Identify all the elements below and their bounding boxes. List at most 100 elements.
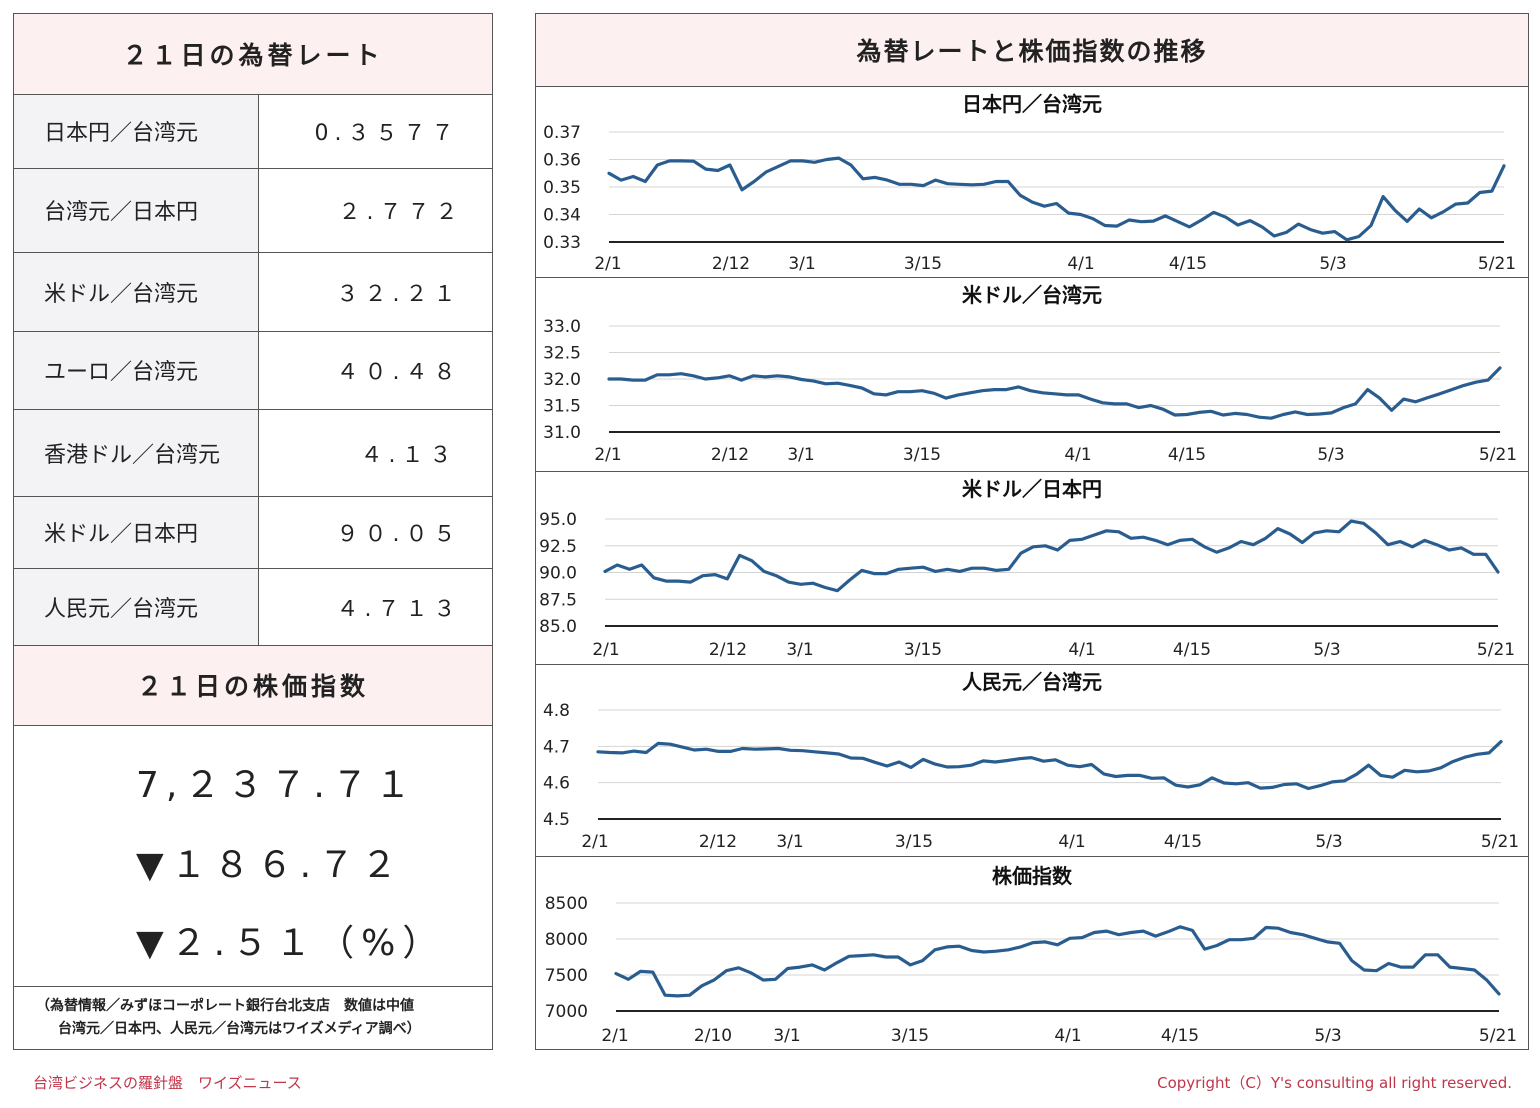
- x-tick-label: 4/15: [1168, 445, 1206, 465]
- y-tick-label: 32.0: [543, 370, 581, 390]
- x-tick-label: 5/3: [1314, 1026, 1341, 1046]
- x-tick-label: 4/1: [1068, 640, 1095, 660]
- x-tick-label: 4/1: [1064, 445, 1091, 465]
- table-row: 日本円／台湾元 0.３５７７: [14, 95, 492, 169]
- y-tick-label: 90.0: [539, 564, 577, 584]
- x-tick-label: 4/15: [1161, 1026, 1199, 1046]
- y-tick-label: 33.0: [543, 317, 581, 337]
- chart-title: 人民元／台湾元: [962, 670, 1102, 694]
- y-tick-label: 7500: [545, 966, 588, 986]
- table-row: 台湾元／日本円 ２.７７２: [14, 168, 492, 253]
- series-line: [603, 519, 1500, 593]
- chart-jpy-twd: 日本円／台湾元 0.37 0.36 0.35 0.34 0.33 2/1 2/12 3/1 3/1…: [536, 87, 1528, 278]
- x-tick-label: 4/15: [1164, 832, 1202, 852]
- x-tick-label: 2/12: [711, 445, 749, 465]
- rate-value: 0.３５７７: [258, 95, 492, 169]
- stock-index-value: 7,２３７.７１: [136, 764, 418, 806]
- x-tick-label: 5/3: [1319, 254, 1346, 274]
- chart-title: 日本円／台湾元: [962, 92, 1102, 116]
- y-tick-label: 95.0: [539, 510, 577, 530]
- y-tick-label: 0.33: [543, 233, 581, 253]
- rates-title: ２１日の為替レート: [14, 14, 492, 95]
- footer-brand: 台湾ビジネスの羅針盤 ワイズニュース: [33, 1074, 302, 1092]
- series-line: [614, 925, 1501, 998]
- x-tick-label: 3/1: [787, 445, 814, 465]
- x-tick-label: 4/1: [1058, 832, 1085, 852]
- stock-values: 7,２３７.７１ ▼１８６.７２ ▼２.５１（%）: [14, 726, 492, 987]
- rate-name: 人民元／台湾元: [14, 568, 259, 646]
- charts-title: 為替レートと株価指数の推移: [536, 14, 1528, 87]
- y-tick-label: 7000: [545, 1002, 588, 1022]
- source-note: （為替情報／みずほコーポレート銀行台北支店 数値は中値 台湾元／日本円、人民元／…: [14, 987, 492, 1041]
- x-tick-label: 5/3: [1313, 640, 1340, 660]
- chart-usd-jpy: 米ドル／日本円 95.0 92.5 90.0 87.5 85.0 2/1 2/12 3/1 3/1…: [536, 472, 1528, 665]
- x-tick-label: 3/15: [895, 832, 933, 852]
- series-line: [607, 156, 1506, 242]
- x-tick-label: 2/1: [581, 832, 608, 852]
- stock-change-pct: ▼２.５１（%）: [136, 922, 446, 964]
- rate-name: 香港ドル／台湾元: [14, 409, 259, 497]
- source-note-line2: 台湾元／日本円、人民元／台湾元はワイズメディア調べ）: [58, 1020, 421, 1037]
- y-tick-label: 8000: [545, 930, 588, 950]
- y-tick-label: 32.5: [543, 344, 581, 364]
- rate-value: ９０.０５: [258, 496, 492, 569]
- y-tick-label: 0.36: [543, 151, 581, 171]
- table-row: 人民元／台湾元 ４.７１３: [14, 568, 492, 646]
- chart-stock-index: 株価指数 8500 8000 7500 7000 2/1 2/10 3/1 3/15 4/1 4/1…: [536, 857, 1528, 1049]
- x-tick-label: 2/1: [592, 640, 619, 660]
- source-note-line1: （為替情報／みずほコーポレート銀行台北支店 数値は中値: [36, 997, 414, 1014]
- y-tick-label: 31.5: [543, 397, 581, 417]
- x-tick-label: 2/1: [601, 1026, 628, 1046]
- chart-usd-twd: 米ドル／台湾元 33.0 32.5 32.0 31.5 31.0 2/1 2/12 3/1 3/1…: [536, 278, 1528, 472]
- chart-cny-twd: 人民元／台湾元 4.8 4.7 4.6 4.5 2/1 2/12 3/1 3/15 4/1 4/15…: [536, 665, 1528, 857]
- series-line: [607, 366, 1502, 420]
- x-tick-label: 5/21: [1478, 254, 1516, 274]
- chart-title: 株価指数: [992, 864, 1073, 888]
- rate-name: 米ドル／台湾元: [14, 252, 259, 332]
- table-row: 米ドル／日本円 ９０.０５: [14, 496, 492, 569]
- y-tick-label: 0.34: [543, 206, 581, 226]
- chart-title: 米ドル／台湾元: [962, 283, 1102, 307]
- y-tick-label: 87.5: [539, 590, 577, 610]
- x-tick-label: 2/1: [594, 445, 621, 465]
- x-tick-label: 4/1: [1067, 254, 1094, 274]
- table-row: 香港ドル／台湾元 ４.１３: [14, 409, 492, 497]
- rate-name: 米ドル／日本円: [14, 496, 259, 569]
- x-tick-label: 4/1: [1054, 1026, 1081, 1046]
- y-tick-label: 31.0: [543, 423, 581, 443]
- y-tick-label: 4.8: [543, 701, 570, 721]
- x-tick-label: 3/1: [776, 832, 803, 852]
- x-tick-label: 5/21: [1479, 445, 1517, 465]
- x-tick-label: 5/21: [1477, 640, 1515, 660]
- x-tick-label: 3/1: [786, 640, 813, 660]
- x-tick-label: 5/21: [1479, 1026, 1517, 1046]
- x-tick-label: 2/12: [699, 832, 737, 852]
- footer-copyright: Copyright（C）Y's consulting all right res…: [1157, 1074, 1512, 1092]
- x-tick-label: 4/15: [1169, 254, 1207, 274]
- y-tick-label: 0.35: [543, 178, 581, 198]
- x-tick-label: 2/12: [712, 254, 750, 274]
- y-tick-label: 4.7: [543, 737, 570, 757]
- chart-title: 米ドル／日本円: [962, 477, 1102, 501]
- y-tick-label: 8500: [545, 894, 588, 914]
- y-tick-label: 4.5: [543, 810, 570, 830]
- x-tick-label: 3/1: [773, 1026, 800, 1046]
- x-tick-label: 3/15: [904, 254, 942, 274]
- rate-name: 日本円／台湾元: [14, 95, 259, 169]
- x-tick-label: 3/15: [903, 445, 941, 465]
- stock-title: ２１日の株価指数: [14, 645, 492, 726]
- x-tick-label: 2/1: [594, 254, 621, 274]
- rate-value: ４０.４８: [258, 331, 492, 410]
- x-tick-label: 4/15: [1173, 640, 1211, 660]
- rate-value: ３２.２１: [258, 252, 492, 332]
- x-tick-label: 2/10: [694, 1026, 732, 1046]
- x-tick-label: 5/3: [1315, 832, 1342, 852]
- y-tick-label: 0.37: [543, 123, 581, 143]
- y-tick-label: 4.6: [543, 774, 570, 794]
- y-tick-label: 85.0: [539, 617, 577, 637]
- x-tick-label: 3/1: [788, 254, 815, 274]
- rate-name: 台湾元／日本円: [14, 168, 259, 253]
- series-line: [596, 739, 1503, 791]
- rates-table: 日本円／台湾元 0.３５７７ 台湾元／日本円 ２.７７２ 米ドル／台湾元 ３２.…: [14, 95, 492, 646]
- x-tick-label: 5/3: [1317, 445, 1344, 465]
